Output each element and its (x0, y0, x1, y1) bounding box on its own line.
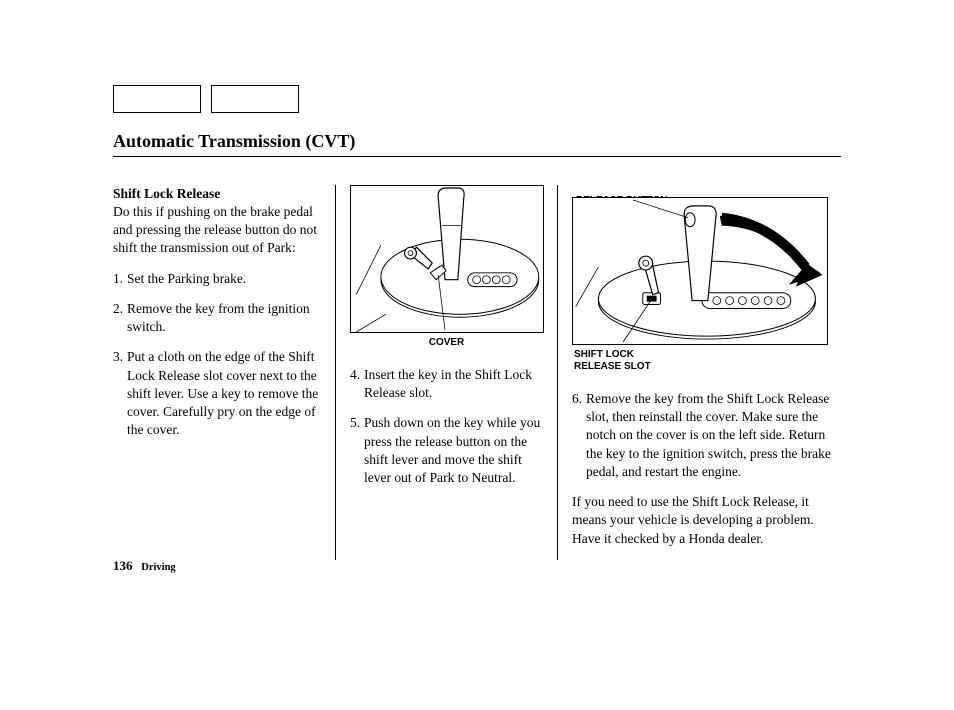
step-number: 5. (350, 414, 364, 487)
step-number: 2. (113, 300, 127, 336)
sub-heading: Shift Lock Release (113, 186, 220, 201)
column-2: COVER 4. Insert the key in the Shift Loc… (335, 185, 557, 560)
section-name: Driving (141, 562, 175, 573)
diagram-cover-svg (351, 186, 543, 332)
step-number: 6. (572, 390, 586, 481)
step-number: 3. (113, 348, 127, 439)
step-text: Set the Parking brake. (127, 270, 321, 288)
step-text: Insert the key in the Shift Lock Release… (364, 366, 543, 402)
column-3: RELEASE BUTTON (557, 185, 841, 560)
step-1: 1. Set the Parking brake. (113, 270, 321, 288)
step-text: Put a cloth on the edge of the Shift Loc… (127, 348, 321, 439)
figure-label-cover: COVER (350, 337, 543, 348)
closing-text: If you need to use the Shift Lock Releas… (572, 493, 841, 548)
figure-cover (350, 185, 544, 333)
step-text: Remove the key from the Shift Lock Relea… (586, 390, 841, 481)
step-text: Remove the key from the ignition switch. (127, 300, 321, 336)
header-box (211, 85, 299, 113)
header-boxes (113, 85, 841, 113)
page-title: Automatic Transmission (CVT) (113, 131, 841, 157)
page-number: 136 (113, 558, 133, 573)
content-columns: Shift Lock Release Do this if pushing on… (113, 185, 841, 560)
step-4: 4. Insert the key in the Shift Lock Rele… (350, 366, 543, 402)
column-1: Shift Lock Release Do this if pushing on… (113, 185, 335, 560)
step-text: Push down on the key while you press the… (364, 414, 543, 487)
step-number: 4. (350, 366, 364, 402)
figure-label-slot: SHIFT LOCK RELEASE SLOT (574, 349, 651, 372)
intro-text: Do this if pushing on the brake pedal an… (113, 204, 317, 255)
diagram-release-svg (573, 198, 827, 344)
step-6: 6. Remove the key from the Shift Lock Re… (572, 390, 841, 481)
manual-page: Automatic Transmission (CVT) Shift Lock … (113, 85, 841, 560)
step-2: 2. Remove the key from the ignition swit… (113, 300, 321, 336)
header-box (113, 85, 201, 113)
figure-release (572, 197, 828, 345)
page-footer: 136 Driving (113, 558, 176, 574)
step-3: 3. Put a cloth on the edge of the Shift … (113, 348, 321, 439)
step-5: 5. Push down on the key while you press … (350, 414, 543, 487)
step-number: 1. (113, 270, 127, 288)
